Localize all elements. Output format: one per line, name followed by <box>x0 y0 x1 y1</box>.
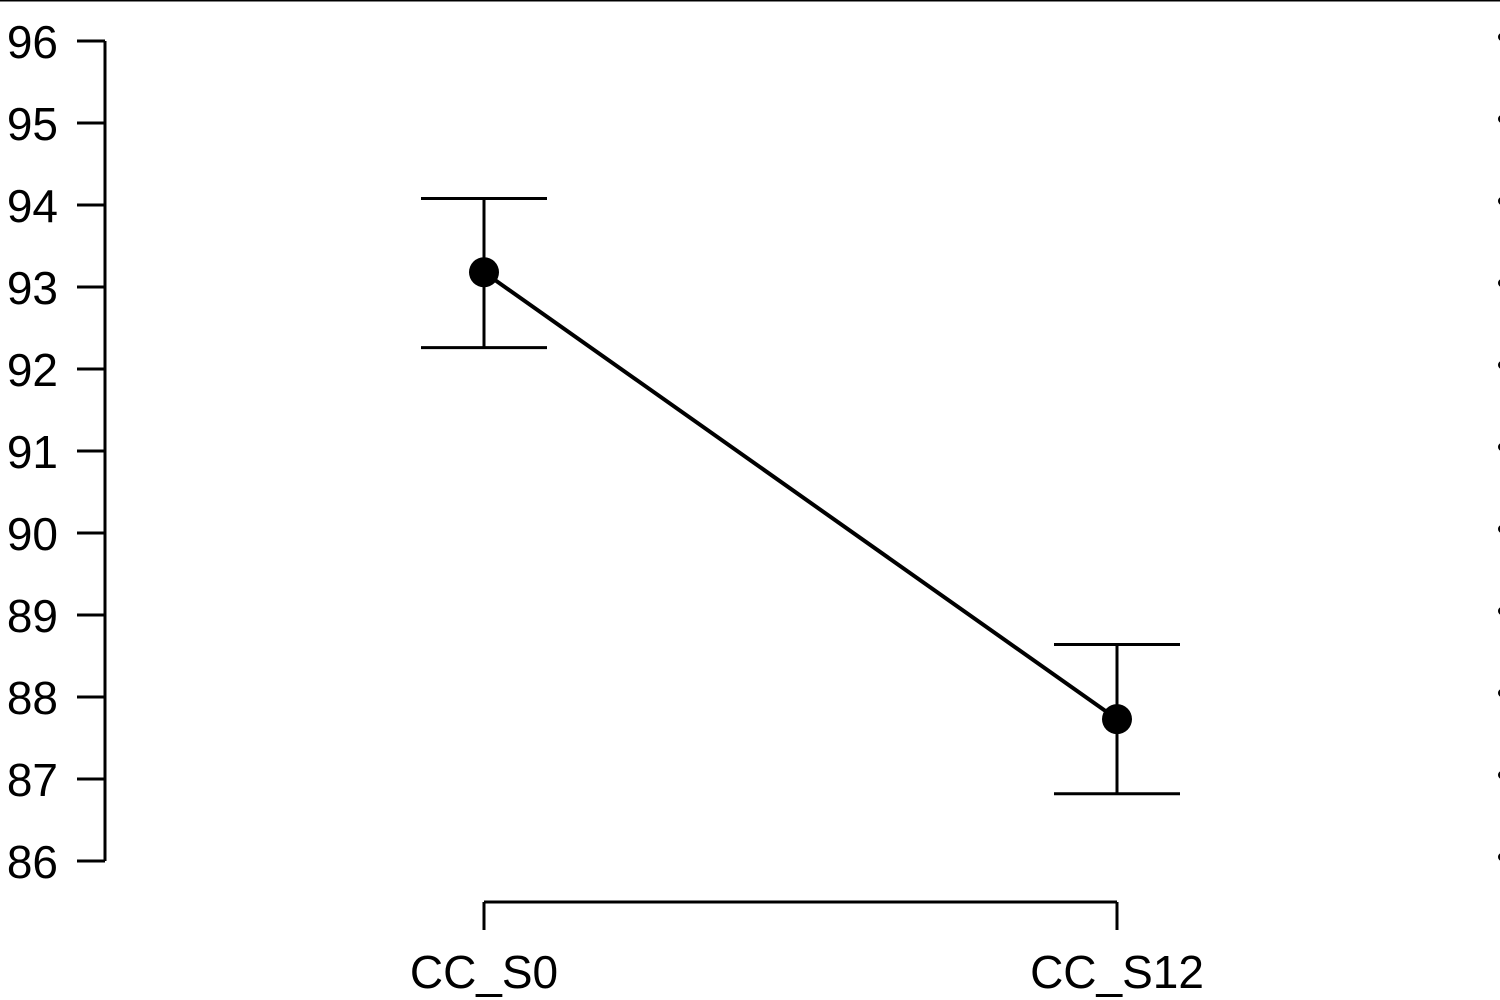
y-tick-label: 91 <box>7 426 58 478</box>
series-line <box>482 270 1119 721</box>
y-tick-label: 94 <box>7 180 58 232</box>
y-tick-label: 93 <box>7 262 58 314</box>
y-tick-label: 96 <box>7 16 58 68</box>
y-tick-label: 90 <box>7 508 58 560</box>
y-tick-label: 92 <box>7 344 58 396</box>
y-tick-label: 95 <box>7 98 58 150</box>
y-axis: 96 95 94 93 92 91 90 89 88 87 86 <box>7 16 107 888</box>
x-tick-label: CC_S12 <box>1030 946 1204 998</box>
data-point <box>1102 704 1132 735</box>
data-point <box>469 257 499 288</box>
x-axis: CC_S0 CC_S12 <box>410 900 1204 998</box>
y-tick-label: 88 <box>7 672 58 724</box>
x-tick-label: CC_S0 <box>410 946 558 998</box>
plot-area <box>421 196 1180 796</box>
y-tick-label: 87 <box>7 754 58 806</box>
y-tick-label: 86 <box>7 836 58 888</box>
y-tick-label: 89 <box>7 590 58 642</box>
